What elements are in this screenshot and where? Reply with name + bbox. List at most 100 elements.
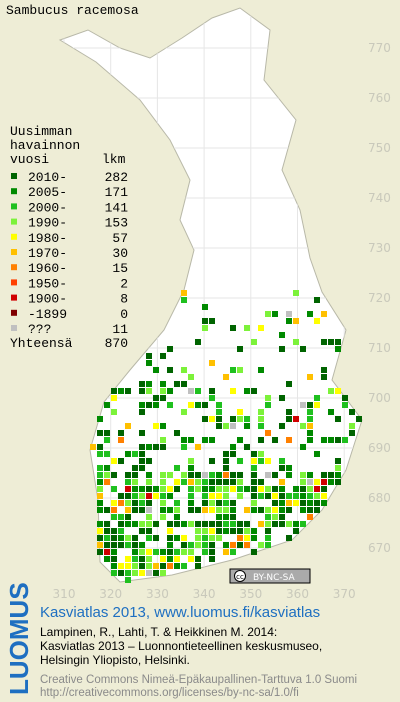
legend-count: 0 (120, 307, 128, 322)
occurrence-cell (258, 521, 264, 527)
occurrence-cell (328, 479, 334, 485)
occurrence-cell (139, 556, 145, 562)
occurrence-cell (202, 304, 208, 310)
occurrence-cell (139, 507, 145, 513)
occurrence-cell (314, 297, 320, 303)
occurrence-cell (167, 535, 173, 541)
citation-line: Helsingin Yliopisto, Helsinki. (40, 653, 190, 667)
occurrence-cell (132, 542, 138, 548)
occurrence-cell (216, 409, 222, 415)
occurrence-cell (139, 521, 145, 527)
occurrence-cell (335, 437, 341, 443)
occurrence-cell (307, 374, 313, 380)
occurrence-cell (195, 507, 201, 513)
occurrence-cell (335, 465, 341, 471)
occurrence-cell (300, 493, 306, 499)
y-coordinate-label: 710 (368, 341, 391, 355)
occurrence-cell (237, 437, 243, 443)
occurrence-cell (118, 514, 124, 520)
occurrence-cell (202, 318, 208, 324)
occurrence-cell (188, 521, 194, 527)
occurrence-cell (321, 367, 327, 373)
occurrence-cell (125, 507, 131, 513)
occurrence-cell (195, 542, 201, 548)
occurrence-cell (188, 388, 194, 394)
occurrence-cell (251, 549, 257, 555)
occurrence-cell (202, 521, 208, 527)
occurrence-cell (174, 556, 180, 562)
occurrence-cell (132, 493, 138, 499)
occurrence-cell (335, 472, 341, 478)
occurrence-cell (97, 521, 103, 527)
occurrence-cell (195, 528, 201, 534)
occurrence-cell (104, 430, 110, 436)
occurrence-cell (118, 493, 124, 499)
y-coordinate-label: 760 (368, 91, 391, 105)
occurrence-cell (111, 388, 117, 394)
occurrence-cell (202, 528, 208, 534)
occurrence-cell (97, 542, 103, 548)
occurrence-cell (139, 542, 145, 548)
occurrence-cell (202, 542, 208, 548)
occurrence-cell (265, 486, 271, 492)
occurrence-cell (230, 500, 236, 506)
occurrence-cell (216, 479, 222, 485)
occurrence-cell (195, 444, 201, 450)
occurrence-cell (286, 535, 292, 541)
occurrence-cell (342, 402, 348, 408)
occurrence-cell (265, 542, 271, 548)
occurrence-cell (293, 521, 299, 527)
x-coordinate-label: 330 (146, 587, 169, 601)
legend-count: 141 (105, 200, 129, 215)
occurrence-cell (202, 507, 208, 513)
occurrence-cell (216, 528, 222, 534)
occurrence-cell (153, 444, 159, 450)
occurrence-cell (146, 507, 152, 513)
license-line: http://creativecommons.org/licenses/by-n… (40, 687, 299, 699)
occurrence-cell (230, 479, 236, 485)
occurrence-cell (258, 367, 264, 373)
occurrence-cell (293, 318, 299, 324)
occurrence-cell (230, 451, 236, 457)
occurrence-cell (97, 451, 103, 457)
occurrence-cell (300, 521, 306, 527)
occurrence-cell (216, 493, 222, 499)
occurrence-cell (188, 493, 194, 499)
citation-line: Kasviatlas 2013 – Luonnontieteellinen ke… (40, 639, 322, 653)
occurrence-cell (174, 479, 180, 485)
occurrence-cell (314, 395, 320, 401)
occurrence-cell (174, 486, 180, 492)
occurrence-cell (139, 528, 145, 534)
occurrence-cell (279, 465, 285, 471)
occurrence-cell (223, 451, 229, 457)
occurrence-cell (307, 500, 313, 506)
occurrence-cell (230, 388, 236, 394)
occurrence-cell (279, 514, 285, 520)
legend-swatch (11, 233, 17, 240)
species-title: Sambucus racemosa (6, 3, 139, 18)
occurrence-cell (237, 367, 243, 373)
occurrence-cell (209, 542, 215, 548)
occurrence-cell (188, 374, 194, 380)
occurrence-cell (132, 451, 138, 457)
occurrence-cell (132, 570, 138, 576)
occurrence-cell (153, 367, 159, 373)
occurrence-cell (139, 381, 145, 387)
occurrence-cell (209, 486, 215, 492)
occurrence-cell (139, 563, 145, 569)
occurrence-cell (97, 479, 103, 485)
occurrence-cell (251, 535, 257, 541)
occurrence-cell (321, 437, 327, 443)
occurrence-cell (328, 437, 334, 443)
occurrence-cell (174, 535, 180, 541)
occurrence-cell (111, 458, 117, 464)
occurrence-cell (314, 318, 320, 324)
occurrence-cell (104, 472, 110, 478)
occurrence-cell (237, 542, 243, 548)
occurrence-cell (174, 514, 180, 520)
occurrence-cell (111, 500, 117, 506)
occurrence-cell (279, 521, 285, 527)
occurrence-cell (244, 528, 250, 534)
occurrence-cell (125, 563, 131, 569)
